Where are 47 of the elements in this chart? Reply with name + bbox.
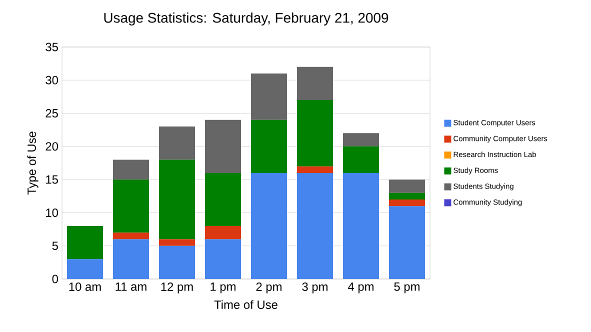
bar <box>250 74 287 120</box>
x-tick-label: 5 pm <box>394 282 420 294</box>
y-tick-label: 30 <box>46 76 58 84</box>
bar <box>342 133 379 146</box>
x-tick-label: 10 am <box>69 282 101 291</box>
bar <box>296 166 333 173</box>
y-tick-label: 35 <box>46 42 58 52</box>
y-tick-label: 0 <box>52 274 58 284</box>
x-tick-label: 3 pm <box>302 282 328 294</box>
chart-title: Usage Statistics: Saturday, February 21, 2009 <box>104 12 388 26</box>
bar <box>342 172 379 279</box>
x-tick-label: 1 pm <box>210 282 236 294</box>
x-tick-label: 11 am <box>116 282 146 291</box>
bar <box>204 226 241 240</box>
bar <box>158 160 195 240</box>
bar <box>250 120 287 173</box>
x-tick-label: 4 pm <box>348 282 374 294</box>
bar <box>158 246 195 279</box>
y-tick-label: 20 <box>46 142 58 151</box>
bar <box>204 239 241 279</box>
x-axis-title: Time of Use <box>214 300 278 309</box>
bar <box>67 259 103 279</box>
y-tick-label: 5 <box>52 242 58 250</box>
bar <box>204 172 241 226</box>
bar <box>388 206 425 279</box>
bar <box>388 192 425 200</box>
bar <box>388 180 425 193</box>
y-tick-label: 10 <box>46 208 58 217</box>
y-axis-title: Type of Use <box>27 132 38 195</box>
x-tick-label: 12 pm <box>161 282 193 294</box>
bar <box>296 172 333 279</box>
bar <box>204 120 241 173</box>
bar <box>296 100 333 166</box>
bar <box>113 232 149 240</box>
x-tick-label: 2 pm <box>256 282 282 294</box>
y-tick-label: 25 <box>46 109 58 118</box>
bar <box>296 66 333 100</box>
bar <box>113 239 149 279</box>
bar <box>113 180 149 233</box>
bar <box>158 239 195 246</box>
bar <box>250 172 287 279</box>
bar <box>388 199 425 206</box>
bar <box>67 226 103 260</box>
y-tick-label: 15 <box>46 175 58 184</box>
bar <box>158 126 195 160</box>
bar <box>113 160 149 180</box>
bar <box>342 146 379 173</box>
